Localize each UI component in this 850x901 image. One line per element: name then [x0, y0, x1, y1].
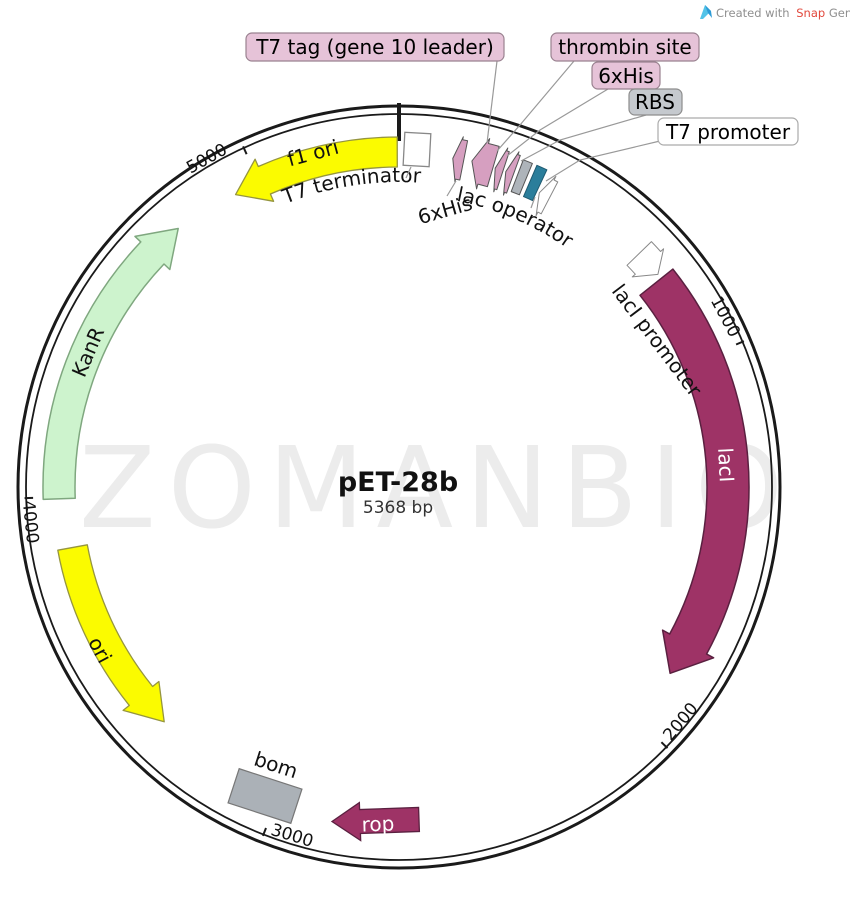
tick-2000: [660, 741, 669, 749]
leader-his6-top: [506, 88, 609, 157]
credit-gene: Gene: [829, 6, 850, 20]
leader-lines: [405, 60, 661, 209]
leader-thrombin: [496, 60, 575, 152]
plasmid-size: 5368 bp: [363, 498, 433, 518]
f1-ori-arrow: [234, 136, 398, 202]
lac-operator-feature: [523, 164, 548, 202]
rbs-callout-box: [628, 88, 683, 116]
thrombin-site-feature: [493, 147, 510, 193]
laci-promoter-arrow: [626, 241, 665, 278]
ori-arrow: [57, 544, 165, 723]
bom-feature: [227, 767, 303, 825]
snapgene-credit: Created with Snap Gene ®: [700, 5, 850, 20]
rop-band-label: rop: [361, 811, 395, 836]
tick-3000: [261, 827, 267, 837]
kanr-gene-arrow: [42, 227, 179, 501]
t7-promoter-arrow: [535, 175, 559, 217]
credit-created-with: Created with: [716, 6, 790, 20]
tick-5000: [242, 145, 248, 155]
t7-terminator-feature: [402, 131, 432, 168]
his6-feature: [503, 151, 521, 196]
his6-upstream-label: 6xHis: [415, 191, 475, 229]
rop-arrow: [330, 801, 421, 842]
feature-bands: [42, 136, 750, 723]
watermark-text: ZOMANBIO: [79, 424, 795, 554]
tick-label-4000: 4000: [18, 499, 42, 544]
leader-t7-tag: [486, 60, 498, 144]
thrombin-callout-text: thrombin site: [558, 35, 691, 59]
t7-promoter-callout-box: [657, 117, 799, 146]
his6-callout-text: 6xHis: [598, 64, 654, 88]
t7-tag-callout-box: [245, 32, 505, 62]
t7-tag-callout-text: T7 tag (gene 10 leader): [255, 35, 494, 59]
tick-1000: [735, 340, 745, 346]
leader-his6-upstream: [446, 180, 457, 197]
rbs-feature: [510, 159, 533, 196]
snapgene-logo-icon-accent: [705, 5, 712, 18]
leader-t7-promoter: [545, 140, 661, 182]
thrombin-callout-box: [550, 32, 700, 62]
t7-promoter-callout-text: T7 promoter: [665, 120, 791, 144]
credit-snap: Snap: [796, 6, 825, 20]
svg-text:Created with Snap: Created with Snap Gene ®: [716, 6, 850, 20]
tick-marks: [24, 145, 745, 837]
t7-tag-feature: [471, 138, 500, 190]
leader-rbs: [520, 114, 647, 162]
plasmid-name: pET-28b: [338, 467, 458, 498]
callout-labels: T7 tag (gene 10 leader) thrombin site 6x…: [245, 32, 799, 146]
his6-upstream-feature: [452, 136, 469, 183]
rbs-callout-text: RBS: [635, 90, 675, 114]
leader-t7-terminator: [405, 166, 412, 179]
laci-gene-arrow: [639, 268, 750, 675]
his6-callout-box: [591, 61, 661, 90]
tick-label-2000: 2000: [659, 699, 702, 745]
leader-lac-operator: [530, 196, 536, 209]
tick-label-5000: 5000: [183, 140, 231, 178]
laci-band-label: lacI: [713, 447, 739, 483]
